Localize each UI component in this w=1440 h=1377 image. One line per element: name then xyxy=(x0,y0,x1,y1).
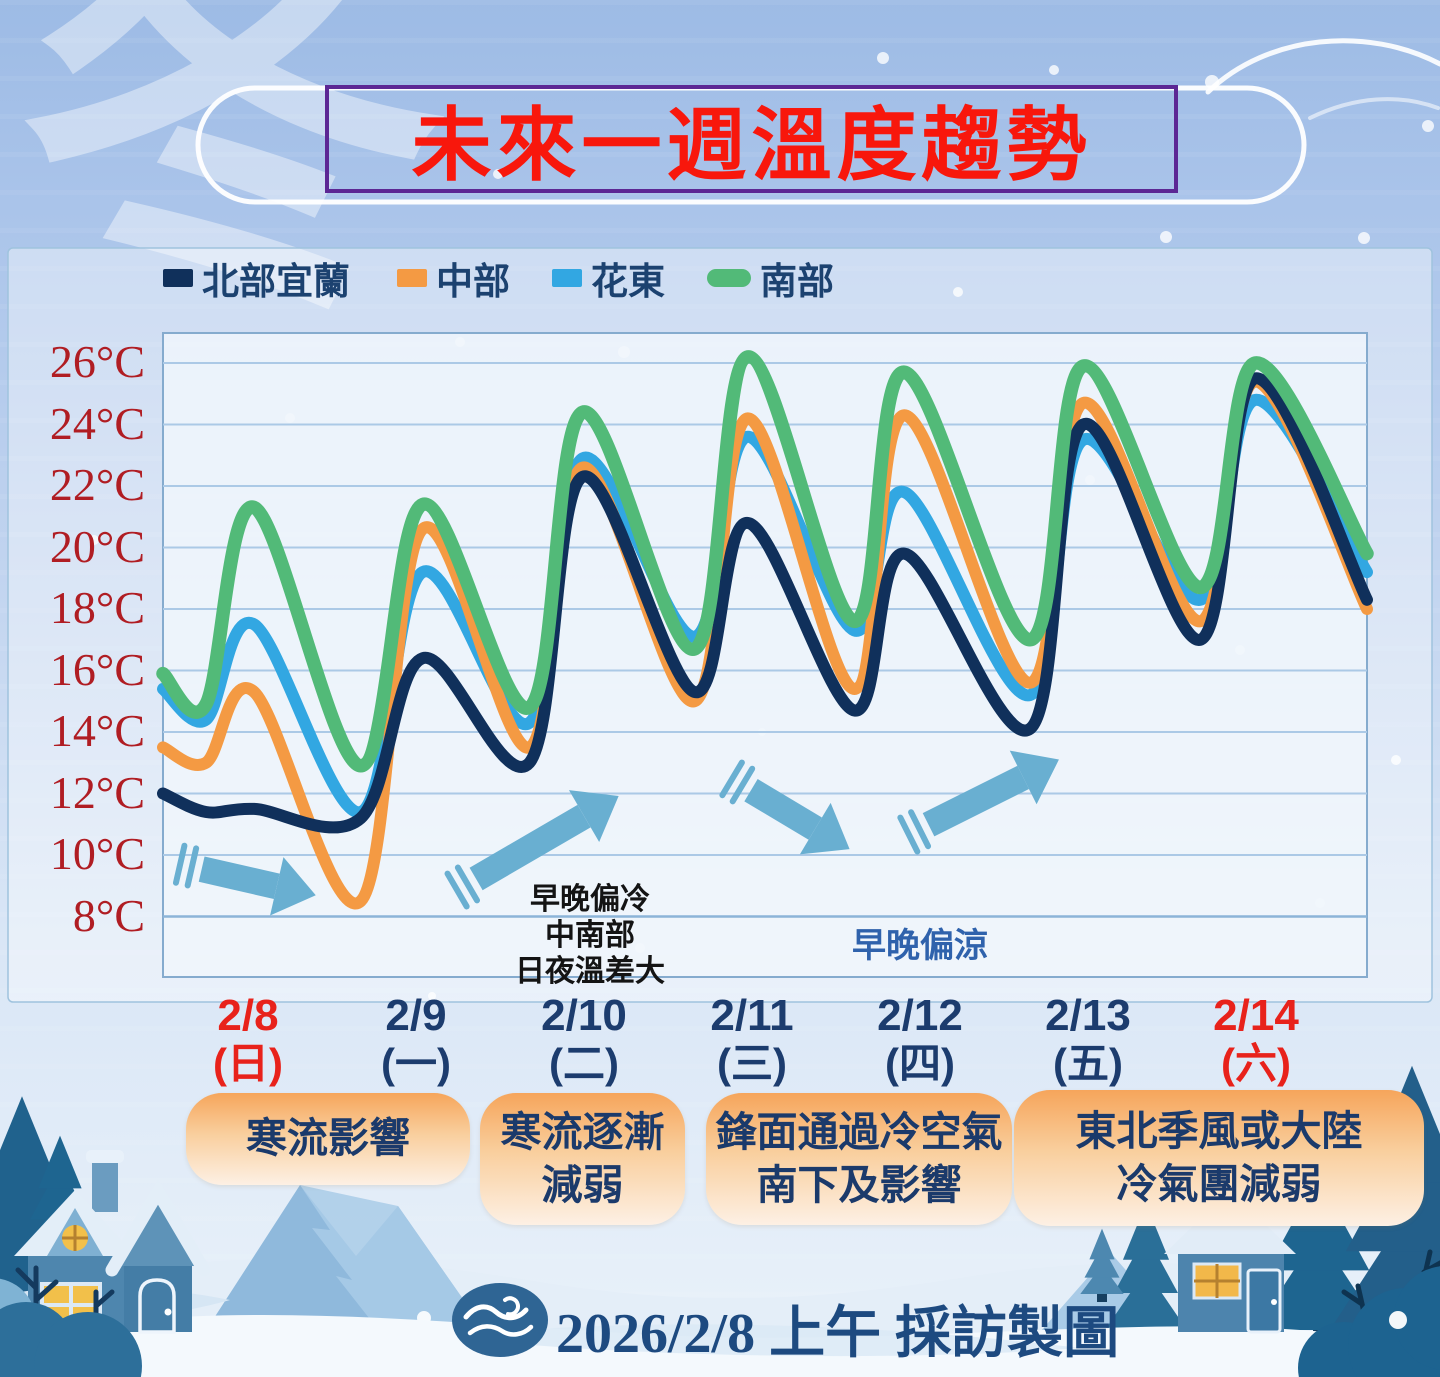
trend-arrow-down-right xyxy=(719,759,850,855)
trend-arrow-right-slightly-down xyxy=(172,842,316,916)
pine-tree xyxy=(1080,1228,1124,1302)
weather-bureau-logo xyxy=(452,1283,548,1357)
series-line-北部宜蘭 xyxy=(157,372,1373,834)
series-line-中部 xyxy=(157,375,1373,910)
house-right xyxy=(1164,1152,1296,1334)
title-box: 未來一週溫度趨勢 xyxy=(325,85,1178,193)
page-title: 未來一週溫度趨勢 xyxy=(411,101,1092,190)
trend-arrow-up-right xyxy=(897,750,1059,855)
winter-landscape xyxy=(0,1065,1440,1377)
footer-caption: 2026/2/8 上午 採訪製圖 xyxy=(556,1303,1120,1365)
bush-right xyxy=(1298,1249,1440,1377)
trend-arrow-up-right xyxy=(444,790,619,910)
series-line-南部 xyxy=(156,350,1374,773)
winter-watermark: 冬 xyxy=(18,0,448,355)
gridlines xyxy=(163,362,1367,918)
temperature-curves xyxy=(156,350,1374,910)
trend-arrows xyxy=(172,750,1059,916)
bush-left xyxy=(0,1265,142,1377)
